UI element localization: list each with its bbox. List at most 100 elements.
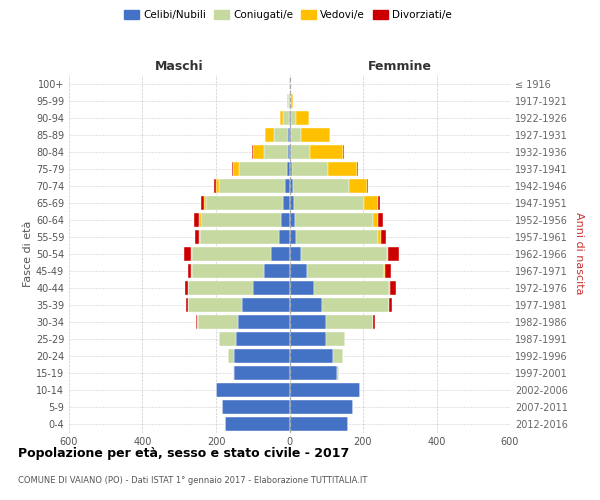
Bar	[287, 94, 288, 108]
Bar	[290, 400, 353, 414]
Bar	[200, 212, 281, 226]
Bar	[367, 178, 368, 192]
Bar	[290, 110, 296, 124]
Bar	[216, 383, 290, 397]
Bar	[221, 400, 290, 414]
Bar	[290, 264, 307, 278]
Bar	[390, 281, 397, 295]
Bar	[290, 247, 301, 260]
Bar	[389, 298, 392, 312]
Bar	[349, 178, 367, 192]
Bar	[235, 349, 290, 363]
Bar	[283, 196, 290, 209]
Bar	[204, 196, 206, 209]
Bar	[265, 128, 274, 141]
Bar	[290, 366, 337, 380]
Bar	[264, 144, 287, 158]
Bar	[285, 178, 290, 192]
Bar	[219, 178, 285, 192]
Bar	[386, 247, 388, 260]
Bar	[232, 162, 233, 175]
Bar	[290, 383, 360, 397]
Bar	[264, 264, 290, 278]
Bar	[289, 110, 290, 124]
Legend: Celibi/Nubili, Coniugati/e, Vedovi/e, Divorziati/e: Celibi/Nubili, Coniugati/e, Vedovi/e, Di…	[120, 6, 456, 25]
Bar	[199, 230, 200, 243]
Text: COMUNE DI VAIANO (PO) - Dati ISTAT 1° gennaio 2017 - Elaborazione TUTTITALIA.IT: COMUNE DI VAIANO (PO) - Dati ISTAT 1° ge…	[18, 476, 367, 485]
Bar	[296, 110, 309, 124]
Bar	[200, 230, 279, 243]
Bar	[271, 247, 290, 260]
Bar	[301, 247, 386, 260]
Bar	[185, 281, 188, 295]
Bar	[378, 230, 381, 243]
Bar	[218, 332, 236, 346]
Bar	[290, 281, 314, 295]
Bar	[288, 94, 289, 108]
Bar	[322, 298, 389, 312]
Bar	[292, 94, 293, 108]
Bar	[233, 366, 235, 380]
Bar	[294, 196, 364, 209]
Bar	[343, 144, 344, 158]
Bar	[233, 162, 239, 175]
Bar	[328, 162, 357, 175]
Bar	[197, 315, 238, 329]
Bar	[290, 417, 347, 431]
Bar	[301, 128, 329, 141]
Text: Popolazione per età, sesso e stato civile - 2017: Popolazione per età, sesso e stato civil…	[18, 448, 349, 460]
Bar	[194, 230, 199, 243]
Bar	[381, 230, 386, 243]
Bar	[196, 315, 197, 329]
Bar	[206, 196, 283, 209]
Bar	[201, 196, 204, 209]
Bar	[287, 162, 290, 175]
Bar	[337, 366, 339, 380]
Bar	[225, 417, 290, 431]
Bar	[389, 281, 390, 295]
Bar	[253, 144, 264, 158]
Bar	[290, 144, 292, 158]
Text: Maschi: Maschi	[155, 60, 203, 74]
Bar	[280, 110, 283, 124]
Bar	[289, 128, 290, 141]
Bar	[290, 230, 296, 243]
Bar	[290, 162, 292, 175]
Bar	[242, 298, 290, 312]
Bar	[290, 298, 322, 312]
Bar	[214, 178, 216, 192]
Bar	[373, 212, 378, 226]
Bar	[290, 349, 333, 363]
Bar	[290, 94, 292, 108]
Bar	[290, 196, 294, 209]
Bar	[287, 144, 290, 158]
Bar	[238, 315, 290, 329]
Bar	[290, 128, 301, 141]
Bar	[292, 144, 310, 158]
Bar	[292, 162, 328, 175]
Bar	[383, 264, 385, 278]
Bar	[192, 247, 271, 260]
Bar	[191, 247, 192, 260]
Bar	[188, 264, 191, 278]
Bar	[236, 332, 290, 346]
Bar	[253, 281, 290, 295]
Text: Femmine: Femmine	[368, 60, 432, 74]
Bar	[283, 110, 289, 124]
Bar	[295, 212, 373, 226]
Bar	[194, 212, 199, 226]
Bar	[385, 264, 391, 278]
Bar	[373, 315, 375, 329]
Bar	[388, 247, 398, 260]
Bar	[290, 315, 326, 329]
Y-axis label: Fasce di età: Fasce di età	[23, 220, 33, 287]
Bar	[191, 264, 192, 278]
Bar	[186, 298, 188, 312]
Bar	[188, 281, 253, 295]
Bar	[307, 264, 383, 278]
Y-axis label: Anni di nascita: Anni di nascita	[574, 212, 584, 295]
Bar	[290, 212, 295, 226]
Bar	[188, 298, 242, 312]
Bar	[274, 128, 289, 141]
Bar	[216, 178, 219, 192]
